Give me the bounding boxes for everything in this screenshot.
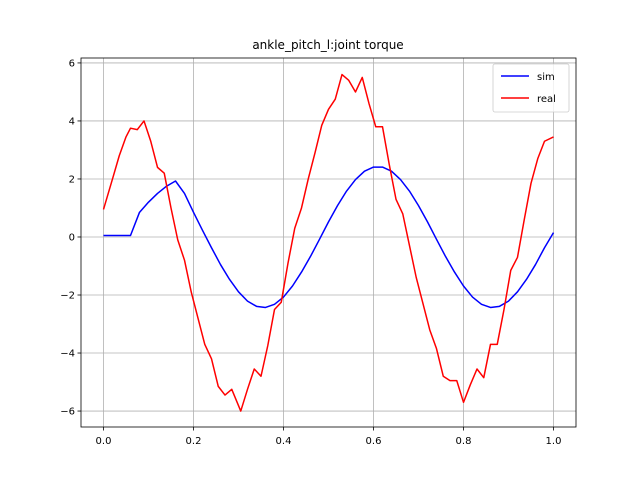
x-tick-label: 0.6 — [366, 436, 382, 447]
plot-frame — [80, 57, 577, 428]
chart-title: ankle_pitch_l:joint torque — [252, 38, 403, 52]
y-tick-label: 6 — [69, 58, 75, 69]
y-tick-label: 4 — [69, 116, 75, 127]
y-tick-label: −4 — [60, 349, 75, 360]
legend-label: real — [537, 94, 556, 105]
line-series — [102, 73, 554, 412]
y-tick-label: −6 — [60, 407, 75, 418]
x-tick-label: 0.8 — [456, 436, 472, 447]
line-series — [103, 166, 555, 309]
legend-label: sim — [537, 72, 555, 83]
y-tick-label: 2 — [69, 174, 75, 185]
x-tick-label: 1.0 — [546, 436, 562, 447]
y-tick-label: 0 — [69, 232, 75, 243]
x-tick-label: 0.0 — [96, 436, 112, 447]
x-tick-label: 0.2 — [186, 436, 202, 447]
x-tick-label: 0.4 — [276, 436, 292, 447]
legend-box — [492, 63, 570, 113]
y-tick-label: −2 — [60, 291, 75, 302]
